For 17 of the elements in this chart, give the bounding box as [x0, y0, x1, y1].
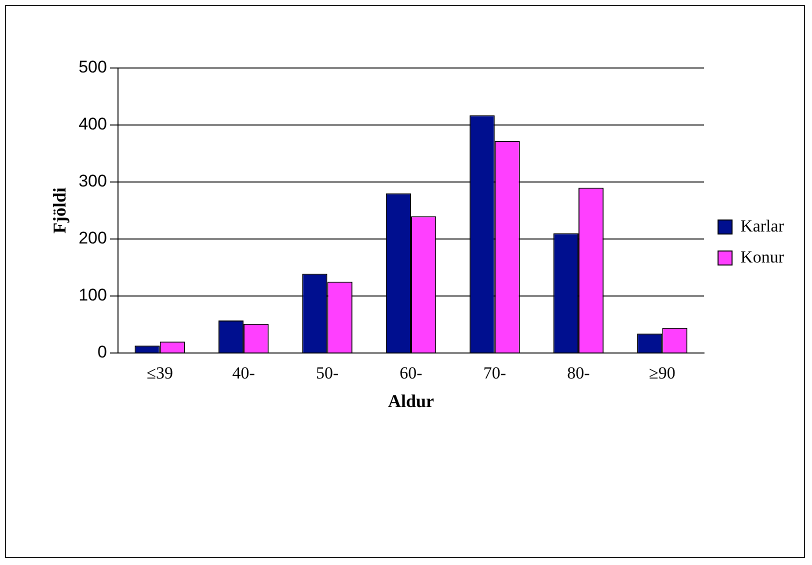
legend-label: Karlar	[740, 216, 784, 236]
x-tick-label: 70-	[483, 364, 506, 383]
x-axis-title: Aldur	[388, 390, 434, 411]
y-tick-label: 0	[97, 342, 107, 362]
x-tick-label: 40-	[232, 364, 256, 383]
y-tick-label: 300	[78, 172, 107, 191]
y-tick-label: 200	[78, 228, 107, 248]
y-tick-label: 400	[78, 114, 107, 134]
y-tick-label: 100	[78, 286, 107, 305]
legend-label: Konur	[740, 247, 784, 266]
x-tick-label: ≥90	[649, 364, 676, 383]
x-tick-label: 60-	[400, 364, 423, 383]
y-tick-label: 500	[78, 58, 107, 77]
x-tick-label: ≤39	[146, 364, 173, 383]
x-tick-label: 50-	[316, 364, 339, 383]
y-axis-title: Fjöldi	[49, 187, 70, 234]
x-tick-label: 80-	[567, 364, 590, 383]
